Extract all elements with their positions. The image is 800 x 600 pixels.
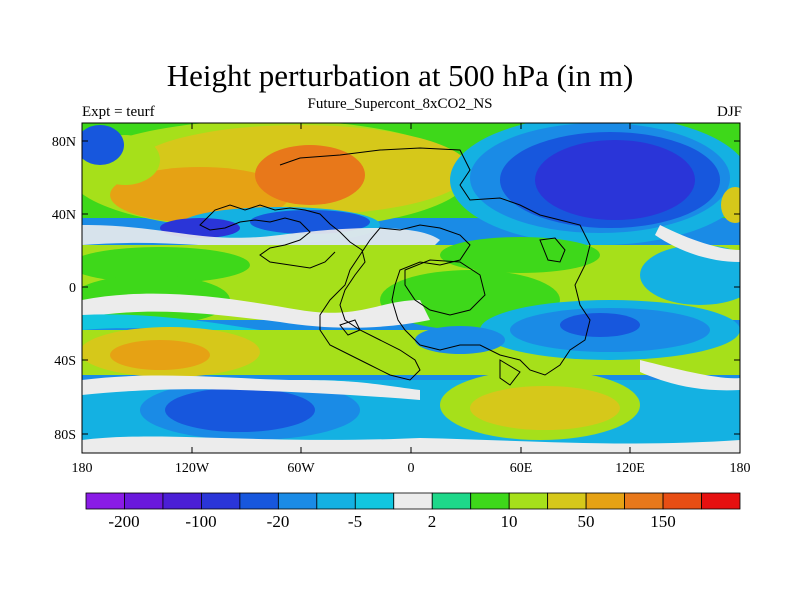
x-tick-label: 180 <box>730 461 751 476</box>
colorbar-swatch <box>85 492 125 510</box>
colorbar-label: -100 <box>185 512 216 531</box>
colorbar-swatch <box>354 492 395 510</box>
experiment-label: Expt = teurf <box>82 104 155 120</box>
x-tick-label: 0 <box>408 461 415 476</box>
x-tick-label: 120W <box>175 461 210 476</box>
x-tick-label: 120E <box>615 461 645 476</box>
colorbar-label: -20 <box>267 512 290 531</box>
y-tick-label: 40S <box>54 354 76 369</box>
colorbar-swatch <box>701 492 741 510</box>
x-tick-label: 60W <box>287 461 315 476</box>
season-label: DJF <box>716 104 742 120</box>
colorbar-swatch <box>585 492 625 510</box>
x-tick-label: 180 <box>72 461 93 476</box>
land-outline <box>199 147 591 386</box>
colorbar-swatch <box>431 492 472 510</box>
colorbar-swatch <box>277 492 318 510</box>
colorbar-label: -5 <box>348 512 362 531</box>
y-tick-label: 80N <box>52 135 76 150</box>
colorbar-swatch <box>508 492 549 510</box>
contour-field <box>82 123 740 453</box>
colorbar-swatch <box>624 492 664 510</box>
map-title: Height perturbation at 500 hPa (in m) <box>166 58 634 93</box>
colorbar-label: 10 <box>501 512 518 531</box>
y-tick-label: 80S <box>54 428 76 443</box>
colorbar-swatch <box>547 492 587 510</box>
x-tick-label: 60E <box>510 461 533 476</box>
colorbar-swatch <box>662 492 702 510</box>
colorbar-label: -200 <box>108 512 139 531</box>
y-tick-label: 0 <box>69 281 76 296</box>
colorbar-label: 50 <box>578 512 595 531</box>
colorbar-swatch <box>470 492 510 510</box>
colorbar <box>85 492 741 510</box>
colorbar-labels: -200 -100 -20 -5 2 10 50 150 <box>108 512 675 531</box>
colorbar-swatch <box>316 492 356 510</box>
x-axis: 180 120W 60W 0 60E 120E 180 <box>72 123 751 476</box>
map-subtitle: Future_Supercont_8xCO2_NS <box>307 96 493 112</box>
colorbar-swatch <box>393 492 433 510</box>
colorbar-label: 150 <box>650 512 676 531</box>
colorbar-label: 2 <box>428 512 437 531</box>
colorbar-swatch <box>162 492 202 510</box>
y-axis: 80N 40N 0 40S 80S <box>52 135 740 443</box>
colorbar-swatch <box>201 492 241 510</box>
colorbar-swatch <box>124 492 164 510</box>
y-tick-label: 40N <box>52 208 76 223</box>
colorbar-swatch <box>239 492 279 510</box>
